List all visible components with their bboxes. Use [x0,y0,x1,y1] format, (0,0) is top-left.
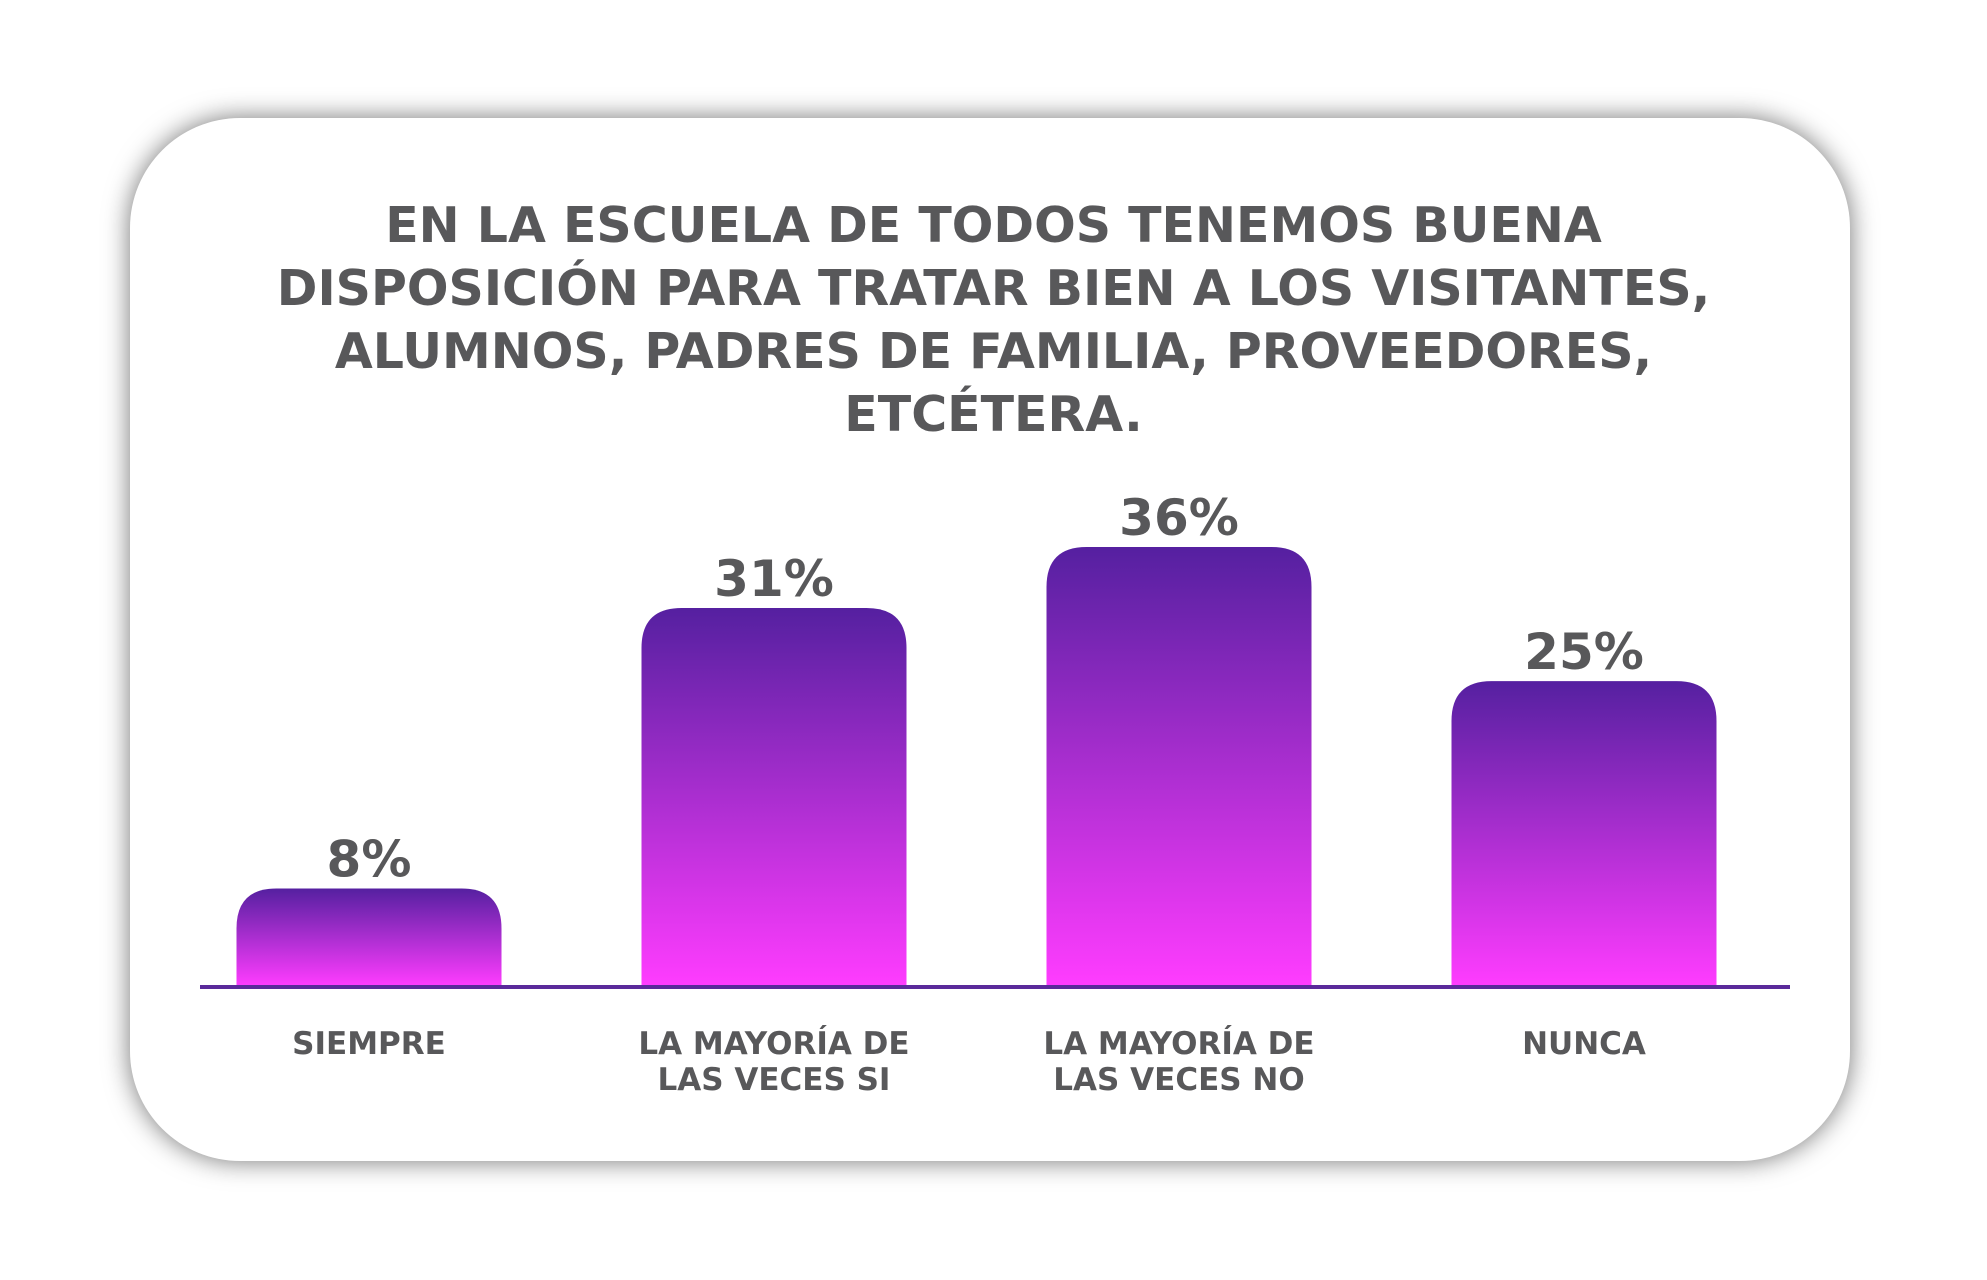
chart-title-line: ETCÉTERA. [844,386,1143,443]
category-label: NUNCA [1522,1026,1646,1062]
bar [641,607,907,986]
category-label: SIEMPRE [292,1026,446,1062]
bar-value-label: 25% [1524,623,1644,681]
category-label: LA MAYORÍA DE [1043,1026,1314,1062]
bar-value-label: 36% [1119,489,1239,547]
bar-value-label: 8% [327,830,412,888]
bar [1451,681,1717,986]
category-label: LAS VECES SI [658,1062,891,1098]
bar-value-label: 31% [714,550,834,608]
category-label: LAS VECES NO [1053,1062,1304,1098]
chart-title-line: EN LA ESCUELA DE TODOS TENEMOS BUENA [385,197,1602,254]
bar [1046,547,1312,986]
chart-title: EN LA ESCUELA DE TODOS TENEMOS BUENA DIS… [0,194,1987,446]
bar [236,888,502,986]
chart-title-line: ALUMNOS, PADRES DE FAMILIA, PROVEEDORES, [334,323,1653,380]
category-label: LA MAYORÍA DE [638,1026,909,1062]
chart-title-line: DISPOSICIÓN PARA TRATAR BIEN A LOS VISIT… [276,260,1711,317]
